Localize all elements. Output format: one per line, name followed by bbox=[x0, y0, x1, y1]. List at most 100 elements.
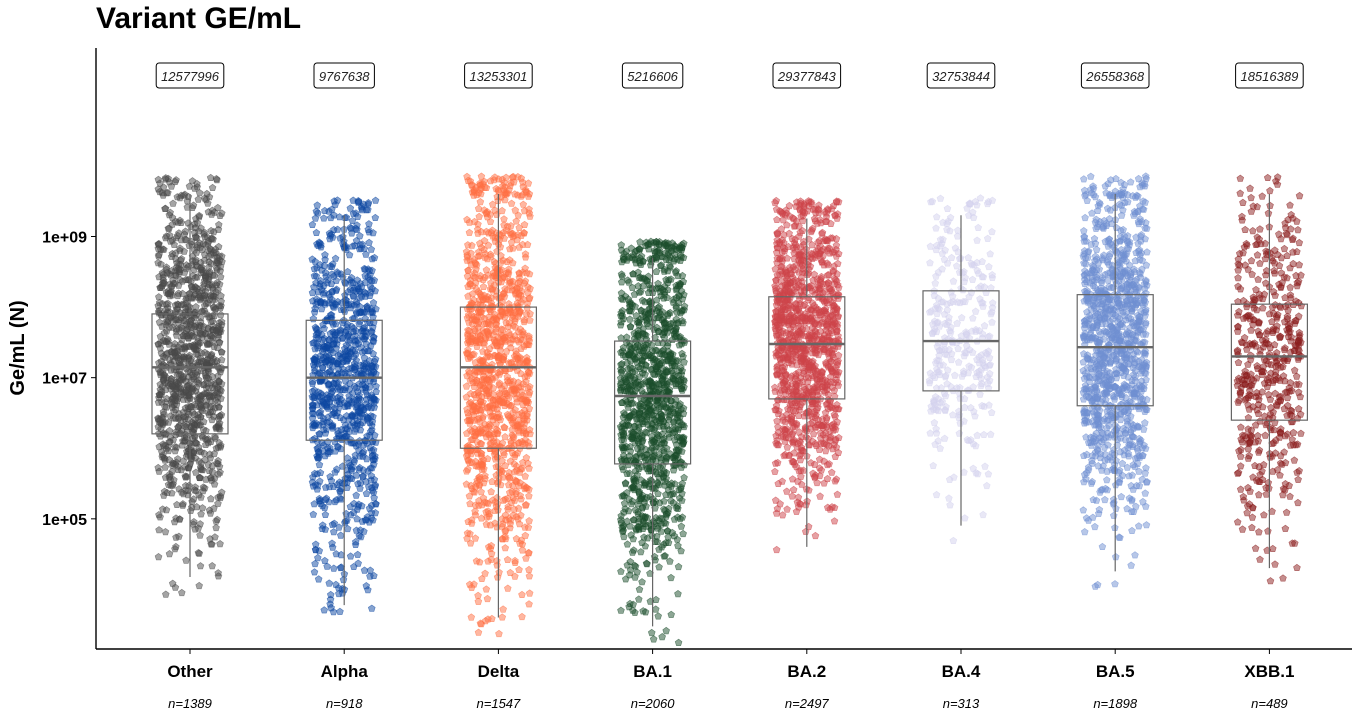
data-point bbox=[161, 204, 169, 212]
data-point bbox=[212, 523, 220, 532]
data-point bbox=[338, 462, 347, 470]
data-point bbox=[474, 597, 483, 605]
data-point bbox=[617, 567, 625, 575]
data-point bbox=[773, 215, 781, 223]
data-point bbox=[158, 383, 167, 391]
data-point bbox=[191, 438, 199, 446]
data-point bbox=[783, 487, 791, 495]
data-point bbox=[204, 313, 213, 321]
data-point bbox=[464, 465, 472, 473]
data-point bbox=[638, 578, 646, 586]
data-point bbox=[174, 414, 183, 422]
data-point bbox=[525, 517, 533, 525]
data-point bbox=[192, 383, 201, 391]
data-point bbox=[343, 524, 352, 533]
data-point bbox=[636, 548, 645, 556]
data-point bbox=[192, 321, 200, 329]
data-point bbox=[479, 282, 488, 291]
data-point bbox=[679, 277, 688, 286]
data-point bbox=[336, 531, 345, 539]
data-point bbox=[525, 404, 534, 412]
data-point bbox=[196, 520, 204, 528]
data-point bbox=[193, 219, 202, 227]
data-point bbox=[362, 582, 371, 590]
data-point bbox=[464, 241, 472, 249]
data-point bbox=[192, 303, 200, 311]
data-point bbox=[155, 240, 163, 248]
data-point bbox=[170, 240, 178, 248]
data-point bbox=[330, 564, 338, 572]
data-point bbox=[191, 525, 199, 533]
data-point bbox=[208, 562, 216, 570]
data-point bbox=[217, 311, 225, 319]
data-point bbox=[321, 251, 329, 259]
data-point bbox=[218, 209, 226, 217]
data-point bbox=[309, 510, 318, 518]
data-point bbox=[197, 464, 205, 473]
data-point bbox=[331, 254, 340, 262]
data-point bbox=[511, 206, 520, 214]
data-point bbox=[367, 604, 376, 612]
data-point bbox=[214, 443, 223, 451]
data-point bbox=[507, 199, 516, 207]
data-point bbox=[154, 259, 162, 267]
data-point bbox=[369, 298, 378, 307]
data-point bbox=[525, 492, 533, 500]
data-point bbox=[181, 227, 190, 235]
data-point bbox=[214, 203, 222, 211]
data-point bbox=[194, 549, 203, 557]
data-point bbox=[198, 504, 207, 512]
data-point bbox=[487, 487, 495, 496]
data-point bbox=[216, 368, 225, 376]
data-point bbox=[204, 208, 213, 216]
data-point bbox=[463, 215, 471, 223]
data-point bbox=[181, 345, 189, 353]
data-point bbox=[157, 357, 166, 365]
data-point bbox=[463, 172, 471, 180]
data-point bbox=[189, 448, 198, 457]
data-point bbox=[196, 531, 204, 539]
data-point bbox=[204, 340, 213, 348]
data-point bbox=[197, 459, 206, 467]
data-point bbox=[655, 563, 663, 571]
data-point bbox=[160, 410, 168, 418]
data-point bbox=[177, 191, 185, 199]
data-point bbox=[626, 315, 634, 323]
data-point bbox=[482, 585, 491, 593]
data-point bbox=[365, 238, 373, 246]
data-point bbox=[155, 417, 163, 425]
data-point bbox=[310, 568, 319, 576]
data-point bbox=[195, 189, 204, 197]
data-point bbox=[179, 408, 188, 416]
jitter-points-layer bbox=[154, 172, 1306, 647]
data-point bbox=[171, 583, 180, 591]
data-point bbox=[483, 454, 492, 463]
data-point bbox=[215, 403, 223, 411]
data-point bbox=[197, 510, 205, 518]
data-point bbox=[210, 480, 219, 488]
data-point bbox=[474, 204, 483, 212]
data-point bbox=[166, 470, 174, 478]
data-point bbox=[193, 183, 201, 191]
data-point bbox=[202, 374, 211, 382]
data-point bbox=[205, 268, 214, 276]
data-point bbox=[663, 526, 672, 535]
data-point bbox=[311, 559, 319, 568]
data-point bbox=[652, 595, 660, 604]
data-point bbox=[321, 510, 330, 519]
data-point bbox=[178, 588, 186, 597]
data-point bbox=[176, 267, 184, 276]
data-point bbox=[188, 177, 197, 185]
data-point bbox=[823, 474, 832, 483]
data-point bbox=[154, 398, 163, 406]
data-point bbox=[211, 434, 220, 442]
data-point bbox=[156, 179, 164, 187]
data-point bbox=[212, 423, 221, 431]
data-point bbox=[636, 238, 644, 246]
data-point bbox=[203, 334, 212, 342]
points-Other bbox=[154, 173, 226, 598]
data-point bbox=[185, 241, 194, 249]
data-point bbox=[364, 199, 373, 207]
data-point bbox=[678, 349, 686, 357]
data-point bbox=[185, 393, 194, 401]
